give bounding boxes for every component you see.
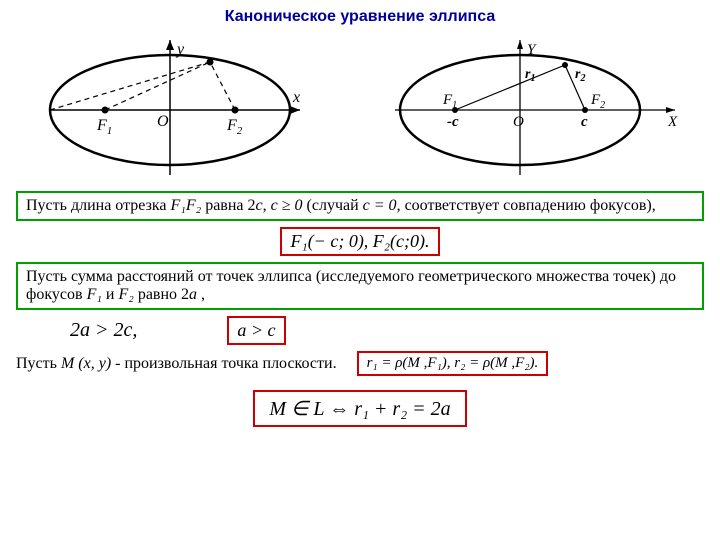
c-label: c	[581, 114, 588, 130]
origin-label-r: O	[513, 114, 524, 130]
figures-row: y x O F1 F2 Y X O F1 F2 -c c r1 r2	[0, 30, 720, 185]
origin-label: O	[157, 113, 169, 130]
foci-formula-box: F₁(− c; 0), F₂(c;0).	[280, 227, 439, 256]
axis-x-label-r: X	[667, 114, 678, 130]
final-row: M ∈ L ⇔ r₁ + r₂ = 2a	[0, 390, 720, 427]
point-m-text: Пусть M (x, y) - произвольная точка плос…	[16, 355, 337, 373]
paragraph-1-box: Пусть длина отрезка F₁F₂ равна 2c, c ≥ 0…	[16, 191, 704, 221]
axis-y-label: y	[175, 41, 185, 58]
minus-c-label: -c	[447, 114, 459, 130]
foci-formula-row: F₁(− c; 0), F₂(c;0).	[0, 227, 720, 256]
r2-label: r2	[575, 67, 585, 84]
f1-label: F1	[96, 117, 112, 137]
inequality-row: 2a > 2c, a > c	[70, 316, 704, 345]
page-title: Каноническое уравнение эллипса	[0, 0, 720, 26]
ineq-a-c-box: a > c	[227, 316, 285, 345]
paragraph-2-box: Пусть сумма расстояний от точек эллипса …	[16, 262, 704, 310]
para2-text: Пусть сумма расстояний от точек эллипса …	[26, 268, 676, 303]
ellipse-figure-left: y x O F1 F2	[35, 30, 315, 185]
r1-label: r1	[525, 67, 535, 84]
point-m-row: Пусть M (x, y) - произвольная точка плос…	[16, 351, 704, 376]
ellipse-figure-right: Y X O F1 F2 -c c r1 r2	[385, 30, 685, 185]
f1-label-r: F1	[442, 92, 457, 111]
f2-label: F2	[226, 117, 243, 137]
r1r2-def-box: r₁ = ρ(M ,F₁), r₂ = ρ(M ,F₂).	[357, 351, 549, 376]
f2-label-r: F2	[590, 92, 605, 111]
para1-text: Пусть длина отрезка F₁F₂ равна 2c, c ≥ 0…	[26, 197, 656, 214]
ineq-2a-2c: 2a > 2c,	[70, 319, 137, 342]
final-formula-box: M ∈ L ⇔ r₁ + r₂ = 2a	[253, 390, 466, 427]
axis-x-label: x	[292, 89, 300, 106]
